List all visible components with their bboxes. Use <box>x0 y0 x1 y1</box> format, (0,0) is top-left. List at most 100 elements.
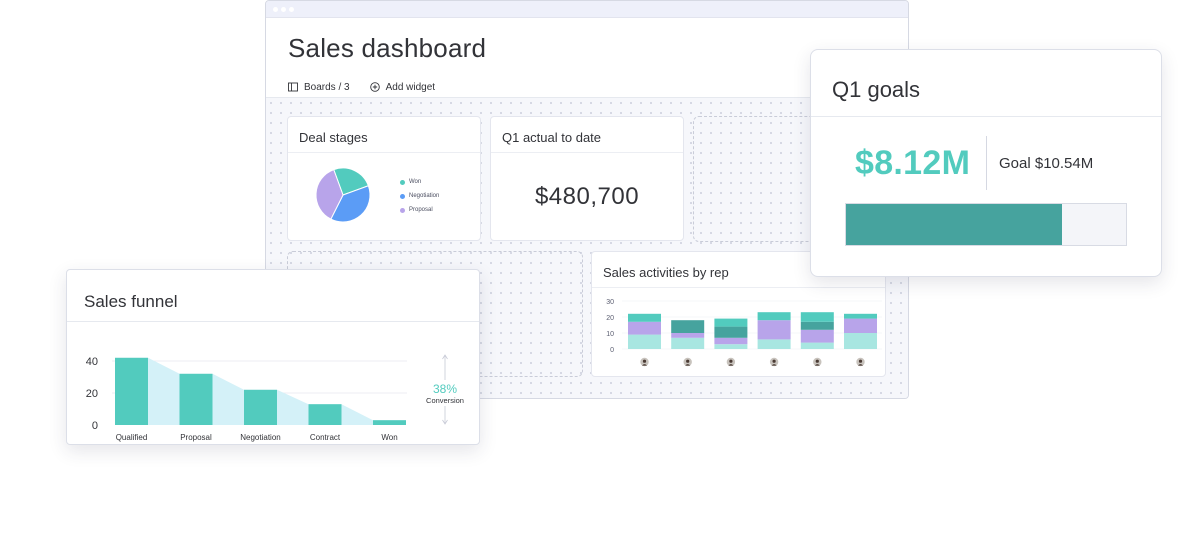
avatar-head <box>686 359 690 363</box>
funnel-bar-proposal <box>179 373 213 425</box>
bar-segment <box>800 312 834 322</box>
avatar-head <box>858 359 863 363</box>
divider <box>811 116 1161 117</box>
bar-segment <box>800 329 834 343</box>
pie-slice-won <box>333 167 370 196</box>
avatar-body <box>857 364 864 366</box>
widget-title: Sales funnel <box>84 292 178 311</box>
funnel-bar-qualified <box>115 357 148 425</box>
boards-label: Boards / 3 <box>304 81 350 93</box>
x-tick-label: Contract <box>310 433 341 442</box>
window-dot <box>273 7 278 12</box>
toolbar-divider <box>266 97 908 98</box>
boards-button[interactable]: Boards / 3 <box>288 82 350 93</box>
sales-funnel-widget[interactable]: Sales funnel 40 20 0 Qualified Proposal Negot… <box>66 269 480 445</box>
bar-segment <box>628 334 661 349</box>
dashboard-canvas: Deal stages Won Negotiation Proposal Q1 … <box>266 98 908 398</box>
legend-label: Proposal <box>409 207 433 213</box>
avatar-body <box>814 364 820 366</box>
x-tick-label: Qualified <box>116 433 148 442</box>
x-tick-label: Won <box>381 433 397 442</box>
sales-funnel-chart: 40 20 0 Qualified Proposal Negotiation Contrac… <box>86 354 464 442</box>
bar-segment <box>714 318 748 327</box>
arrow-down-icon <box>442 419 448 425</box>
q1-actual-widget[interactable]: Q1 actual to date $480,700 <box>490 116 684 241</box>
window-title-bar <box>266 1 908 18</box>
deal-stages-pie-chart <box>315 167 371 223</box>
bar-segment <box>757 312 791 321</box>
page-title: Sales dashboard <box>288 33 487 63</box>
goals-progress-bar <box>845 203 1127 246</box>
sales-activities-chart: 30 20 10 0 <box>606 299 882 367</box>
legend-swatch <box>400 179 405 185</box>
goals-current-value: $8.12M <box>855 144 971 182</box>
avatar-head <box>729 359 733 363</box>
goals-target-label: Goal $10.54M <box>999 155 1094 172</box>
add-widget-label: Add widget <box>385 81 436 93</box>
q1-actual-value: $480,700 <box>534 183 640 210</box>
divider <box>67 321 479 322</box>
bar-segment <box>628 313 661 322</box>
widget-title: Deal stages <box>288 117 480 153</box>
avatar-body <box>685 364 691 366</box>
arrow-up-icon <box>442 354 448 360</box>
widget-title: Q1 goals <box>832 77 921 102</box>
goals-progress-fill <box>846 204 1062 245</box>
y-tick-label: 30 <box>606 299 614 306</box>
bar-segment <box>844 318 877 333</box>
y-tick-label: 20 <box>606 315 614 322</box>
dashboard-window: Sales dashboard Boards / 3 Add widget De… <box>265 0 909 399</box>
conversion-value: 38% <box>433 382 457 396</box>
legend-swatch <box>400 207 405 213</box>
y-tick-label: 0 <box>92 420 98 432</box>
bar-segment <box>671 320 705 333</box>
widget-title: Sales activities by rep <box>592 252 885 288</box>
legend-item-won: Won <box>400 179 421 185</box>
pie-slice-proposal <box>315 168 344 220</box>
dashboard-toolbar: Boards / 3 Add widget <box>288 79 455 95</box>
legend-item-proposal: Proposal <box>400 207 433 213</box>
y-tick-label: 40 <box>86 356 98 368</box>
bar-segment <box>671 337 705 349</box>
window-dot <box>281 7 286 12</box>
legend-swatch <box>400 193 405 199</box>
bar-segment <box>800 342 834 349</box>
bar-segment <box>628 321 661 335</box>
avatar-body <box>771 364 777 366</box>
bar-segment <box>714 326 748 338</box>
funnel-bar-negotiation <box>244 389 277 425</box>
bar-segment <box>757 339 791 349</box>
pie-slice-negotiation <box>330 185 371 223</box>
add-circle-icon <box>369 82 380 92</box>
add-widget-button[interactable]: Add widget <box>369 81 436 93</box>
bar-segment <box>844 313 877 319</box>
sales-activities-widget[interactable]: Sales activities by rep 30 20 10 0 <box>591 251 886 377</box>
legend-item-negotiation: Negotiation <box>400 193 439 199</box>
deal-stages-widget[interactable]: Deal stages Won Negotiation Proposal <box>287 116 481 241</box>
x-tick-label: Negotiation <box>240 433 280 442</box>
funnel-bar-won <box>373 420 406 425</box>
avatar-head <box>815 359 819 363</box>
y-tick-label: 0 <box>610 347 614 354</box>
divider <box>986 136 987 190</box>
avatar-body <box>728 364 734 366</box>
bar-segment <box>714 337 748 345</box>
avatar-body <box>641 364 648 366</box>
board-icon <box>288 82 298 92</box>
bar-segment <box>844 333 877 349</box>
bar-segment <box>800 321 834 330</box>
y-tick-label: 10 <box>606 331 614 338</box>
conversion-label: Conversion <box>426 396 464 405</box>
bar-segment <box>757 320 791 340</box>
q1-goals-widget[interactable]: Q1 goals $8.12M Goal $10.54M <box>810 49 1162 277</box>
y-tick-label: 20 <box>86 388 98 400</box>
window-dot <box>289 7 294 12</box>
widget-title: Q1 actual to date <box>491 117 683 153</box>
bar-segment <box>671 333 705 338</box>
bar-segment <box>714 344 748 349</box>
avatar-head <box>642 359 647 363</box>
legend-label: Won <box>409 179 422 185</box>
x-tick-label: Proposal <box>180 433 212 442</box>
avatar-head <box>772 359 776 363</box>
legend-label: Negotiation <box>409 193 440 199</box>
